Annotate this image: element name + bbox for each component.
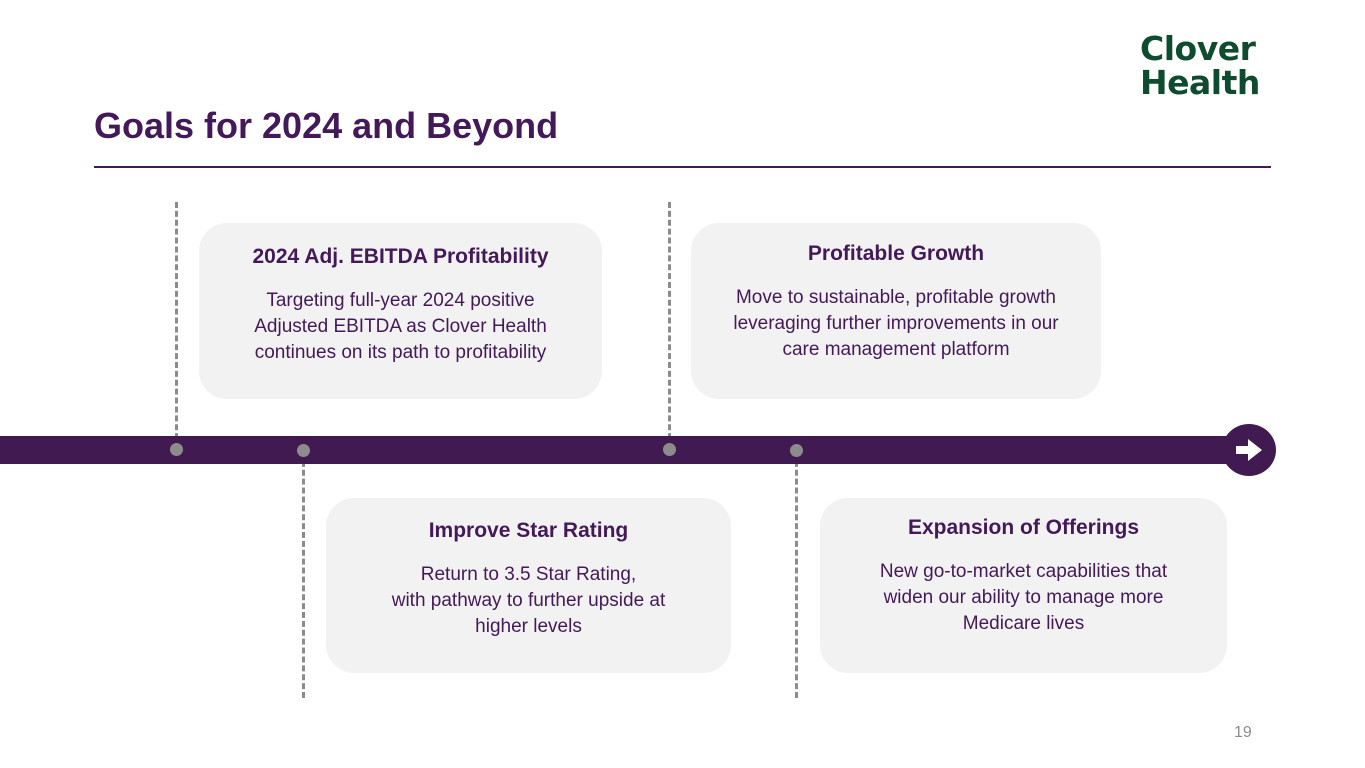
connector-line-2 (668, 202, 671, 448)
timeline-marker-4 (790, 444, 803, 457)
page-title: Goals for 2024 and Beyond (94, 105, 559, 146)
timeline-arrow (1222, 424, 1276, 476)
timeline-marker-1 (170, 443, 183, 456)
clover-health-logo: Clover Health (1140, 32, 1280, 100)
card-title: 2024 Adj. EBITDA Profitability (252, 245, 549, 268)
logo-line-2: Health (1140, 63, 1260, 102)
card-body: Move to sustainable, profitable growth l… (733, 287, 1059, 360)
arrow-right-icon (1236, 439, 1262, 461)
goal-card-star-rating: Improve Star Rating Return to 3.5 Star R… (326, 498, 731, 673)
logo-line-1: Clover (1140, 29, 1256, 68)
timeline-marker-2 (297, 444, 310, 457)
connector-line-3 (302, 452, 305, 698)
card-title: Expansion of Offerings (907, 516, 1140, 539)
card-body: Return to 3.5 Star Rating, with pathway … (391, 564, 666, 637)
card-title: Improve Star Rating (428, 519, 629, 542)
card-body: New go-to-market capabilities that widen… (879, 561, 1168, 634)
goal-card-ebitda: 2024 Adj. EBITDA Profitability Targeting… (199, 223, 602, 399)
timeline-bar (0, 436, 1250, 464)
connector-line-4 (795, 452, 798, 698)
page-number: 19 (1234, 724, 1252, 741)
title-divider (94, 166, 1271, 168)
timeline-marker-3 (663, 443, 676, 456)
card-title: Profitable Growth (807, 242, 985, 265)
goal-card-profitable-growth: Profitable Growth Move to sustainable, p… (691, 223, 1101, 399)
connector-line-1 (175, 202, 178, 448)
card-body: Targeting full-year 2024 positive Adjust… (254, 290, 547, 363)
goal-card-expansion: Expansion of Offerings New go-to-market … (820, 498, 1227, 673)
